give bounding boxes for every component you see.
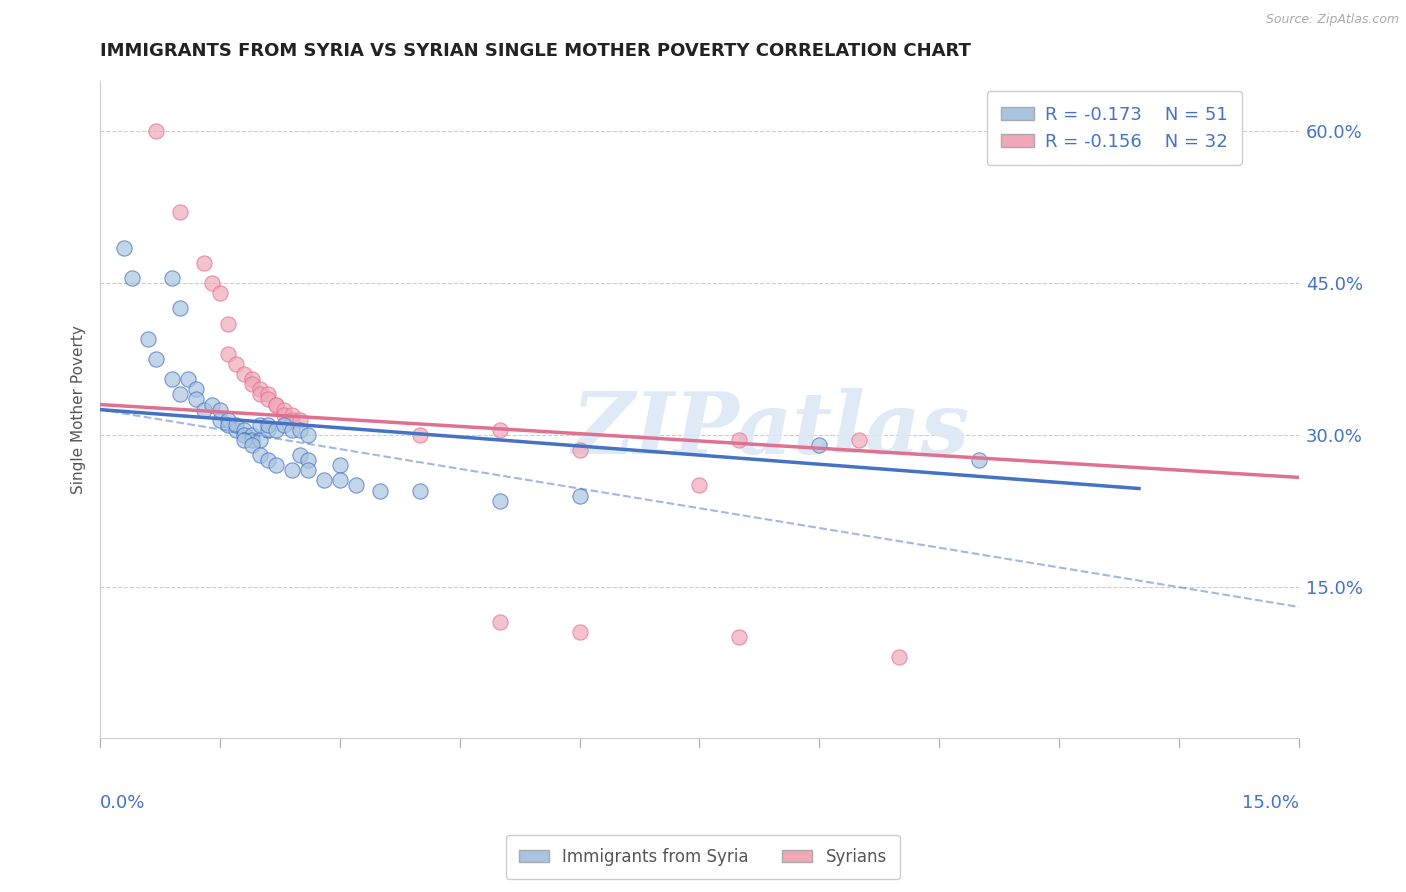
Point [240, 377, 263, 392]
Point [728, 630, 751, 644]
Point [273, 417, 295, 432]
Point [160, 372, 183, 386]
Point [240, 433, 263, 447]
Point [217, 317, 239, 331]
Point [169, 301, 191, 316]
Point [568, 489, 591, 503]
Point [240, 438, 263, 452]
Point [184, 383, 207, 397]
Point [249, 433, 271, 447]
Point [208, 413, 231, 427]
Point [264, 398, 287, 412]
Point [257, 417, 280, 432]
Point [208, 286, 231, 301]
Point [249, 383, 271, 397]
Point [217, 413, 239, 427]
Point [233, 428, 256, 442]
Text: IMMIGRANTS FROM SYRIA VS SYRIAN SINGLE MOTHER POVERTY CORRELATION CHART: IMMIGRANTS FROM SYRIA VS SYRIAN SINGLE M… [100, 42, 972, 60]
Legend: R = -0.173    N = 51, R = -0.156    N = 32: R = -0.173 N = 51, R = -0.156 N = 32 [987, 91, 1241, 165]
Point [112, 241, 135, 255]
Point [728, 433, 751, 447]
Point [208, 402, 231, 417]
Legend: Immigrants from Syria, Syrians: Immigrants from Syria, Syrians [506, 835, 900, 880]
Point [344, 478, 367, 492]
Point [233, 423, 256, 437]
Point [281, 463, 304, 477]
Point [409, 483, 432, 498]
Point [281, 408, 304, 422]
Point [273, 402, 295, 417]
Point [264, 398, 287, 412]
Point [249, 417, 271, 432]
Point [257, 392, 280, 407]
Point [312, 474, 335, 488]
Point [297, 428, 319, 442]
Point [225, 417, 247, 432]
Point [488, 493, 510, 508]
Point [193, 256, 215, 270]
Point [281, 423, 304, 437]
Point [288, 413, 311, 427]
Point [249, 448, 271, 462]
Point [121, 271, 143, 285]
Point [169, 387, 191, 401]
Point [240, 428, 263, 442]
Point [217, 417, 239, 432]
Point [967, 453, 990, 467]
Point [136, 332, 159, 346]
Point [240, 372, 263, 386]
Point [281, 413, 304, 427]
Point [145, 124, 167, 138]
Point [233, 433, 256, 447]
Point [368, 483, 391, 498]
Point [201, 398, 224, 412]
Point [249, 387, 271, 401]
Point [329, 474, 352, 488]
Point [848, 433, 870, 447]
Point [288, 423, 311, 437]
Point [169, 205, 191, 219]
Point [273, 408, 295, 422]
Point [257, 423, 280, 437]
Point [688, 478, 710, 492]
Point [568, 443, 591, 458]
Point [297, 453, 319, 467]
Point [808, 438, 831, 452]
Point [225, 423, 247, 437]
Point [257, 387, 280, 401]
Point [329, 458, 352, 473]
Point [488, 615, 510, 629]
Point [288, 448, 311, 462]
Point [225, 357, 247, 371]
Point [568, 625, 591, 640]
Point [160, 271, 183, 285]
Y-axis label: Single Mother Poverty: Single Mother Poverty [72, 326, 86, 494]
Point [233, 367, 256, 381]
Point [145, 351, 167, 366]
Point [177, 372, 200, 386]
Point [264, 423, 287, 437]
Point [264, 458, 287, 473]
Point [201, 276, 224, 290]
Point [889, 650, 911, 665]
Text: Source: ZipAtlas.com: Source: ZipAtlas.com [1265, 13, 1399, 27]
Point [409, 428, 432, 442]
Text: ZIPatlas: ZIPatlas [572, 388, 970, 471]
Point [488, 423, 510, 437]
Point [184, 392, 207, 407]
Point [257, 453, 280, 467]
Point [217, 347, 239, 361]
Text: 15.0%: 15.0% [1241, 794, 1299, 812]
Point [193, 402, 215, 417]
Point [297, 463, 319, 477]
Text: 0.0%: 0.0% [100, 794, 145, 812]
